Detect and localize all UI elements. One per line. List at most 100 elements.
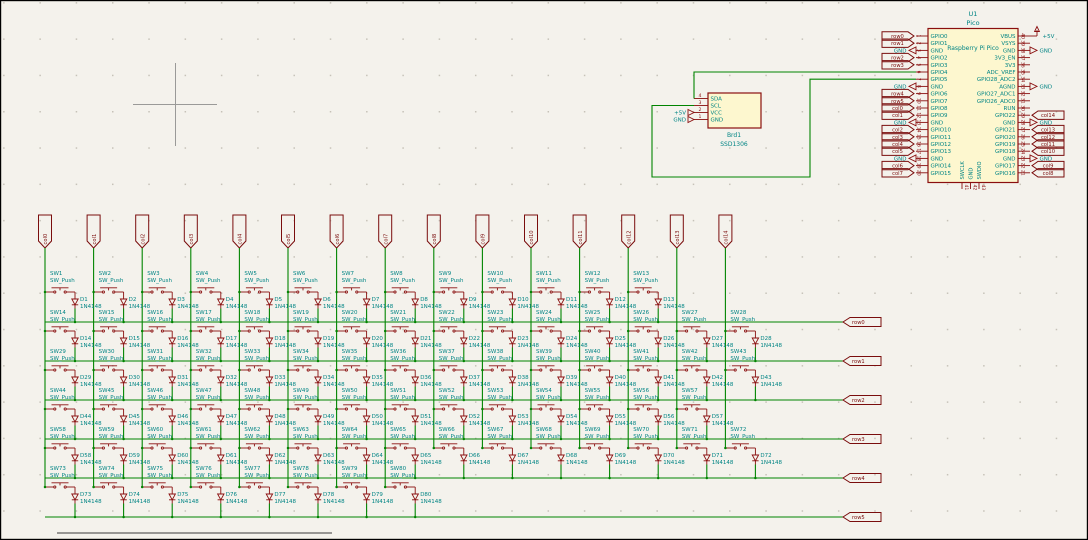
- switch-SW56[interactable]: [628, 404, 659, 411]
- switch-SW18[interactable]: [239, 326, 270, 333]
- switch-SW36[interactable]: [385, 365, 416, 372]
- diode-D79[interactable]: [362, 487, 371, 504]
- switch-SW64[interactable]: [336, 443, 367, 450]
- switch-SW2[interactable]: [93, 287, 124, 294]
- diode-D37[interactable]: [459, 370, 468, 387]
- diode-D72[interactable]: [751, 448, 760, 465]
- pico-reference[interactable]: U1: [969, 10, 978, 18]
- net-label-col1[interactable]: col1: [86, 214, 101, 249]
- diode-D74[interactable]: [119, 487, 128, 504]
- switch-SW45[interactable]: [93, 404, 124, 411]
- diode-D73[interactable]: [71, 487, 79, 504]
- switch-SW17[interactable]: [190, 326, 221, 333]
- diode-D53[interactable]: [508, 409, 517, 426]
- switch-SW54[interactable]: [531, 404, 561, 411]
- switch-SW51[interactable]: [385, 404, 416, 411]
- diode-D8[interactable]: [411, 292, 420, 309]
- oled-reference[interactable]: Brd1: [727, 132, 741, 139]
- switch-SW34[interactable]: [288, 365, 318, 372]
- switch-SW49[interactable]: [288, 404, 318, 411]
- switch-SW58[interactable]: [45, 443, 75, 450]
- net-label-col5[interactable]: col5: [881, 146, 915, 156]
- diode-D52[interactable]: [459, 409, 468, 426]
- power-gnd[interactable]: GND: [1029, 118, 1052, 127]
- power-plus5v[interactable]: +5V: [1030, 25, 1055, 41]
- net-label-col8[interactable]: col8: [1031, 168, 1065, 178]
- switch-SW50[interactable]: [336, 404, 367, 411]
- switch-SW29[interactable]: [45, 365, 75, 372]
- diode-D30[interactable]: [119, 370, 128, 387]
- switch-SW60[interactable]: [142, 443, 173, 450]
- switch-SW33[interactable]: [239, 365, 270, 372]
- switch-SW43[interactable]: [725, 365, 756, 372]
- switch-SW79[interactable]: [336, 482, 367, 489]
- diode-D58[interactable]: [71, 448, 79, 465]
- switch-SW73[interactable]: [45, 482, 75, 489]
- diode-D4[interactable]: [216, 292, 225, 309]
- diode-D1[interactable]: [71, 292, 79, 309]
- wire-scl-gpio5[interactable]: [651, 78, 916, 178]
- diode-D21[interactable]: [411, 331, 420, 348]
- diode-D3[interactable]: [168, 292, 177, 309]
- diode-D6[interactable]: [314, 292, 322, 309]
- net-label-row2[interactable]: row2: [842, 395, 882, 405]
- net-label-col0[interactable]: col0: [38, 214, 52, 249]
- net-label-col5[interactable]: col5: [281, 214, 295, 249]
- diode-D55[interactable]: [605, 409, 614, 426]
- wire-sda-gpio4[interactable]: [693, 71, 916, 99]
- switch-SW52[interactable]: [433, 404, 464, 411]
- pico-value[interactable]: Pico: [966, 19, 979, 27]
- pico-symbol[interactable]: 1 GPIO0 row0 2 GPIO1 row1 3 GND GND 4 GPIO2 row2 5 GP…: [881, 25, 1065, 191]
- diode-D12[interactable]: [605, 292, 614, 309]
- switch-SW74[interactable]: [93, 482, 124, 489]
- diode-D9[interactable]: [459, 292, 468, 309]
- diode-D39[interactable]: [557, 370, 565, 387]
- switch-SW30[interactable]: [93, 365, 124, 372]
- switch-SW26[interactable]: [628, 326, 659, 333]
- diode-D28[interactable]: [751, 331, 760, 348]
- pico-body[interactable]: [927, 27, 1019, 184]
- oled-value[interactable]: SSD1306: [720, 141, 748, 148]
- switch-SW37[interactable]: [433, 365, 464, 372]
- diode-D49[interactable]: [314, 409, 322, 426]
- diode-D31[interactable]: [168, 370, 177, 387]
- switch-SW59[interactable]: [93, 443, 124, 450]
- diode-D62[interactable]: [265, 448, 274, 465]
- net-label-col14[interactable]: col14: [718, 214, 733, 249]
- diode-D19[interactable]: [314, 331, 322, 348]
- power-gnd[interactable]: GND: [894, 118, 917, 127]
- diode-D33[interactable]: [265, 370, 274, 387]
- diode-D34[interactable]: [314, 370, 322, 387]
- switch-SW38[interactable]: [482, 365, 513, 372]
- diode-D70[interactable]: [654, 448, 663, 465]
- diode-D76[interactable]: [216, 487, 225, 504]
- switch-SW80[interactable]: [385, 482, 416, 489]
- switch-SW71[interactable]: [676, 443, 707, 450]
- net-label-row1[interactable]: row1: [881, 38, 915, 48]
- diode-D25[interactable]: [605, 331, 614, 348]
- switch-SW39[interactable]: [531, 365, 561, 372]
- power-gnd[interactable]: GND: [894, 82, 917, 91]
- diode-D43[interactable]: [751, 370, 760, 387]
- switch-SW5[interactable]: [239, 287, 270, 294]
- diode-D23[interactable]: [508, 331, 517, 348]
- switch-SW62[interactable]: [239, 443, 270, 450]
- net-label-col1[interactable]: col1: [881, 110, 915, 120]
- power-gnd[interactable]: GND: [1029, 46, 1052, 55]
- switch-SW14[interactable]: [45, 326, 75, 333]
- switch-SW10[interactable]: [482, 287, 513, 294]
- switch-SW53[interactable]: [482, 404, 513, 411]
- diode-D22[interactable]: [459, 331, 468, 348]
- diode-D35[interactable]: [362, 370, 371, 387]
- net-label-col7[interactable]: col7: [881, 168, 915, 178]
- diode-D14[interactable]: [71, 331, 79, 348]
- switch-SW15[interactable]: [93, 326, 124, 333]
- switch-SW31[interactable]: [142, 365, 173, 372]
- switch-SW35[interactable]: [336, 365, 367, 372]
- power-gnd[interactable]: GND: [1029, 82, 1052, 91]
- switch-SW16[interactable]: [142, 326, 173, 333]
- power-plus5v[interactable]: +5V: [674, 108, 696, 117]
- switch-SW68[interactable]: [531, 443, 561, 450]
- switch-SW24[interactable]: [531, 326, 561, 333]
- power-gnd[interactable]: GND: [894, 46, 917, 55]
